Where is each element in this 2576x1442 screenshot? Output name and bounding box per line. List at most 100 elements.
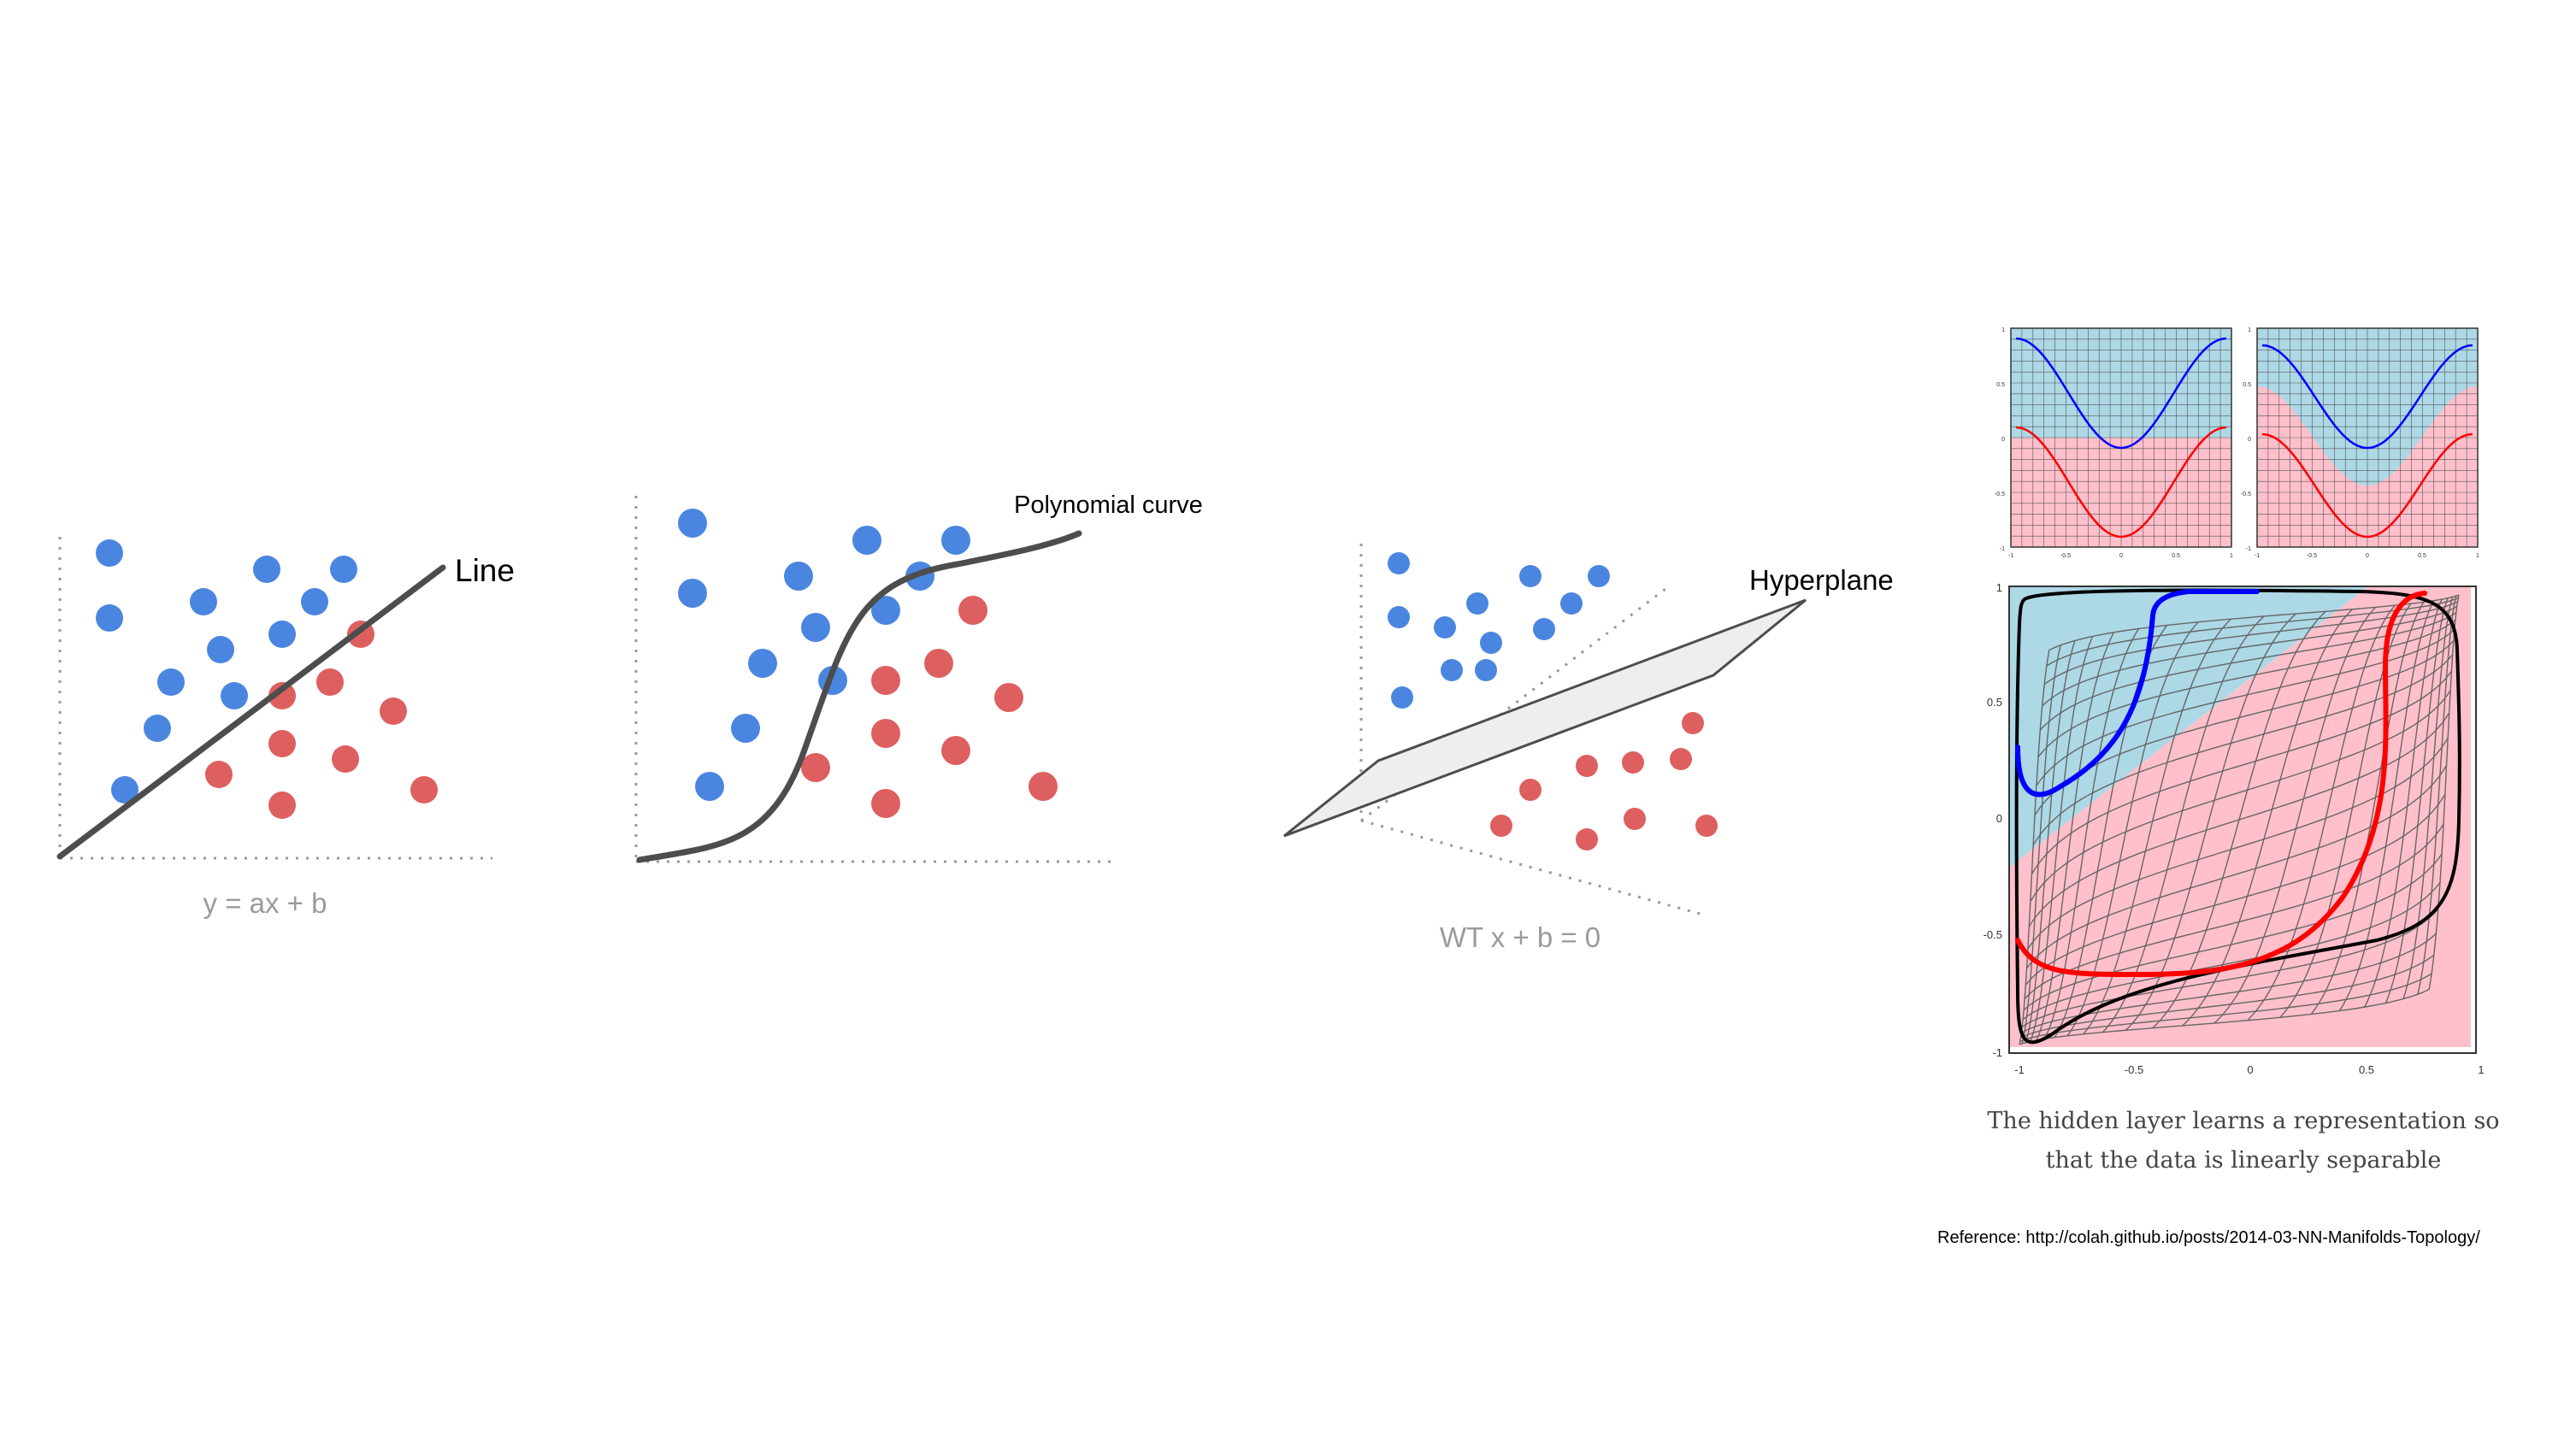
polynomial-curve [636, 530, 1082, 863]
blue-point [301, 588, 328, 615]
grid-curve [2428, 594, 2460, 990]
red-point [1519, 779, 1541, 801]
tick-x: 0 [2247, 1063, 2253, 1076]
separating-line [56, 564, 446, 860]
red-point [871, 666, 900, 695]
grid-curve [2247, 604, 2396, 1021]
blue-point [268, 621, 296, 648]
red-point [1029, 772, 1058, 801]
panel-manifold-plots: -1 -0.5 0 0.5 1 1 0.5 0 -0.5 -1 [1984, 327, 2500, 1174]
red-point [380, 697, 407, 725]
tick-y: -0.5 [2241, 491, 2251, 497]
grid [2257, 328, 2478, 547]
tick-y: 1 [2248, 327, 2251, 333]
plot-transformed-space: -1 -0.5 0 0.5 1 1 0.5 0 -0.5 -1 [2241, 327, 2479, 559]
blue-point [731, 714, 760, 743]
plot-frame [2256, 327, 2479, 548]
panel2-blue-points [678, 509, 970, 801]
panel2-red-points [801, 596, 1058, 818]
blue-point [1434, 616, 1456, 639]
blue-curve [2261, 344, 2473, 450]
blue-point [207, 636, 234, 663]
blue-point [221, 682, 248, 709]
hyperplane-formula: WT x + b = 0 [1440, 921, 1600, 953]
caption-line-2: that the data is linearly separable [2046, 1147, 2442, 1174]
panel3-x-axis [1360, 819, 1704, 916]
blue-point [1466, 592, 1488, 615]
tick-y: -0.5 [1995, 491, 2005, 497]
tick-y: 0.5 [1987, 696, 2002, 709]
blue-point [678, 509, 707, 538]
tick-x: -1 [2008, 553, 2013, 559]
red-point [941, 736, 970, 765]
red-point [268, 682, 296, 709]
grid-curve [2363, 598, 2443, 1008]
blue-point [1519, 565, 1541, 587]
red-point [1576, 828, 1598, 850]
grid-curve [2037, 619, 2456, 757]
blue-point [1588, 565, 1610, 587]
red-point [1622, 751, 1644, 774]
red-point [205, 761, 233, 788]
caption-line-1: The hidden layer learns a representation… [1987, 1108, 2499, 1134]
blue-point [1475, 659, 1497, 681]
grid-curve [2182, 609, 2354, 1027]
panel1-blue-points [96, 539, 357, 803]
red-point [332, 745, 359, 773]
hyperplane [1283, 598, 1807, 838]
tick-x: 1 [2478, 1063, 2484, 1076]
blue-point [678, 579, 707, 608]
tick-x: -1 [2255, 553, 2260, 559]
red-point [316, 668, 344, 696]
plot-input-space: -1 -0.5 0 0.5 1 1 0.5 0 -0.5 -1 [1995, 327, 2233, 559]
panel-polynomial-curve: Polynomial curve [634, 491, 1203, 863]
plot-hidden-layer: -1 -0.5 0 0.5 1 1 0.5 0 -0.5 -1 [1984, 581, 2485, 1076]
grid-curve [2031, 670, 2452, 874]
red-point [801, 753, 830, 782]
blue-point [1391, 686, 1413, 709]
tick-x: 1 [2230, 553, 2233, 559]
blue-curve [2015, 589, 2260, 798]
tick-x: 0 [2366, 553, 2369, 559]
tick-x: 0.5 [2359, 1063, 2374, 1076]
blue-point [1480, 632, 1502, 654]
red-point [1624, 808, 1646, 830]
tick-y: -1 [2000, 546, 2005, 552]
blue-point [1388, 606, 1410, 628]
blue-point [871, 596, 900, 625]
tick-y: 0 [1996, 812, 2002, 825]
panel3-blue-points [1388, 552, 1610, 709]
tick-x: -0.5 [2125, 1063, 2143, 1076]
tick-x: 0 [2119, 553, 2123, 559]
blue-point [1388, 552, 1410, 574]
tick-x: 1 [2476, 553, 2479, 559]
plot-frame [2008, 586, 2477, 1054]
blue-point [96, 604, 123, 632]
red-curve [2015, 426, 2227, 539]
tick-x: 0.5 [2418, 553, 2426, 559]
tick-x: -1 [2014, 1063, 2025, 1076]
blue-point [144, 715, 171, 742]
grid [2011, 328, 2231, 547]
panel-linear-line: Line y = ax + b [56, 537, 515, 919]
grid-curve [2046, 597, 2459, 667]
blue-point [111, 776, 139, 803]
red-point [924, 649, 953, 678]
tick-y: 0 [2001, 437, 2005, 443]
red-point [1695, 815, 1718, 837]
manifold-boundary [2014, 588, 2461, 1045]
red-point [1576, 755, 1598, 777]
panel3-red-points [1490, 712, 1718, 850]
grid-curve [2279, 603, 2412, 1018]
blue-point [801, 613, 830, 642]
panel1-red-points [205, 621, 438, 819]
grid-curve [2039, 611, 2457, 731]
reference-link[interactable]: Reference: http://colah.github.io/posts/… [1937, 1228, 2480, 1247]
polynomial-label: Polynomial curve [1014, 491, 1203, 519]
red-point [958, 596, 987, 625]
blue-point [157, 668, 185, 696]
red-curve [2015, 591, 2427, 978]
red-point [1682, 712, 1704, 734]
grid-curve [2310, 602, 2425, 1015]
